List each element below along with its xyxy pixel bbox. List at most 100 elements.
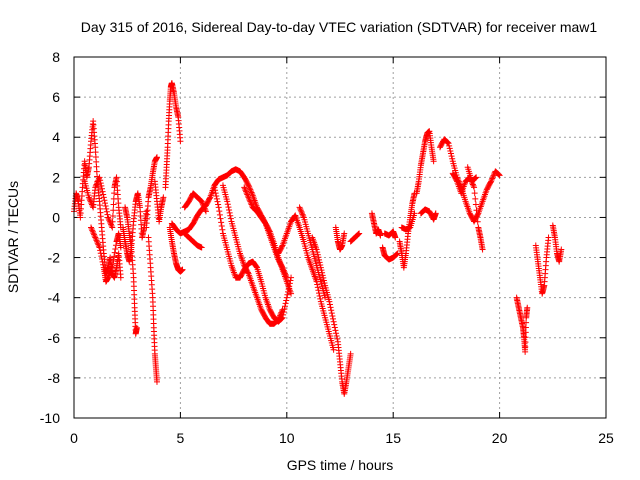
data-point: [89, 228, 96, 235]
data-point: [489, 174, 496, 181]
data-point: [277, 312, 284, 319]
data-point: [201, 205, 208, 212]
data-point: [326, 301, 333, 308]
data-point: [105, 214, 112, 221]
data-point: [227, 212, 234, 219]
data-point: [112, 245, 119, 252]
data-point: [393, 251, 400, 258]
data-point: [377, 232, 384, 239]
data-point: [87, 197, 94, 204]
data-point: [99, 258, 106, 265]
data-point: [89, 202, 96, 209]
data-point: [319, 269, 326, 276]
data-point: [102, 202, 109, 209]
data-point: [246, 195, 253, 202]
data-point: [108, 223, 115, 230]
data-point: [198, 244, 205, 251]
data-point: [243, 188, 250, 195]
data-point: [109, 213, 116, 220]
data-point: [314, 251, 321, 258]
data-point: [278, 308, 285, 315]
data-point: [177, 138, 184, 145]
data-point: [447, 147, 454, 154]
data-point: [143, 208, 150, 215]
data-point: [470, 182, 477, 189]
data-point: [328, 310, 335, 317]
data-point: [216, 211, 223, 218]
data-point: [474, 213, 481, 220]
data-point: [347, 350, 354, 357]
data-point: [217, 215, 224, 222]
data-point: [317, 262, 324, 269]
data-point: [278, 309, 285, 316]
data-point: [248, 201, 255, 208]
data-point: [160, 194, 167, 201]
data-point: [330, 315, 337, 322]
data-point: [109, 260, 116, 267]
data-point: [320, 277, 327, 284]
data-point: [296, 204, 303, 211]
data-point: [133, 324, 140, 331]
y-tick-label: -10: [40, 410, 60, 426]
data-point: [106, 270, 113, 277]
data-point: [85, 194, 92, 201]
data-point: [224, 198, 231, 205]
data-point: [92, 235, 99, 242]
data-point: [89, 227, 96, 234]
data-point: [95, 175, 102, 182]
data-point: [93, 237, 100, 244]
data-point: [332, 327, 339, 334]
data-point: [299, 210, 305, 217]
data-point: [105, 273, 112, 280]
data-point: [202, 206, 209, 213]
data-point: [249, 190, 256, 197]
data-point: [226, 209, 233, 216]
data-point: [321, 280, 328, 287]
data-point: [107, 268, 114, 275]
data-point: [495, 171, 502, 178]
data-point: [98, 255, 105, 262]
data-point: [94, 238, 101, 245]
chart-title: Day 315 of 2016, Sidereal Day-to-day VTE…: [81, 19, 598, 35]
data-point: [94, 240, 101, 247]
data-point: [111, 190, 118, 197]
data-point: [524, 304, 531, 311]
data-point: [471, 190, 478, 197]
data-point: [473, 174, 480, 181]
data-point: [472, 174, 479, 181]
data-point: [200, 202, 207, 209]
data-point: [327, 304, 334, 311]
data-point: [317, 295, 324, 302]
data-point: [99, 188, 106, 195]
data-point: [479, 246, 486, 253]
data-point: [92, 182, 99, 189]
data-point: [246, 185, 253, 192]
data-point: [153, 378, 160, 385]
data-point: [101, 197, 108, 204]
data-point: [117, 244, 124, 251]
data-point: [558, 246, 565, 253]
data-point: [106, 217, 113, 224]
data-point: [88, 225, 95, 232]
data-point: [179, 266, 186, 273]
data-point: [215, 201, 222, 208]
data-point: [93, 181, 100, 188]
data-point: [299, 211, 306, 218]
data-point: [245, 194, 252, 201]
data-point: [96, 174, 103, 181]
data-point: [96, 244, 103, 251]
data-point: [432, 210, 439, 217]
data-point: [95, 241, 102, 248]
data-point: [218, 223, 225, 230]
data-point: [281, 303, 288, 310]
data-point: [449, 155, 456, 162]
data-point: [447, 150, 454, 157]
data-point: [212, 187, 219, 194]
data-point: [448, 153, 455, 160]
data-point: [246, 197, 253, 204]
data-point: [354, 231, 361, 238]
data-point: [284, 291, 291, 298]
data-point: [489, 175, 496, 182]
data-point: [279, 306, 286, 313]
